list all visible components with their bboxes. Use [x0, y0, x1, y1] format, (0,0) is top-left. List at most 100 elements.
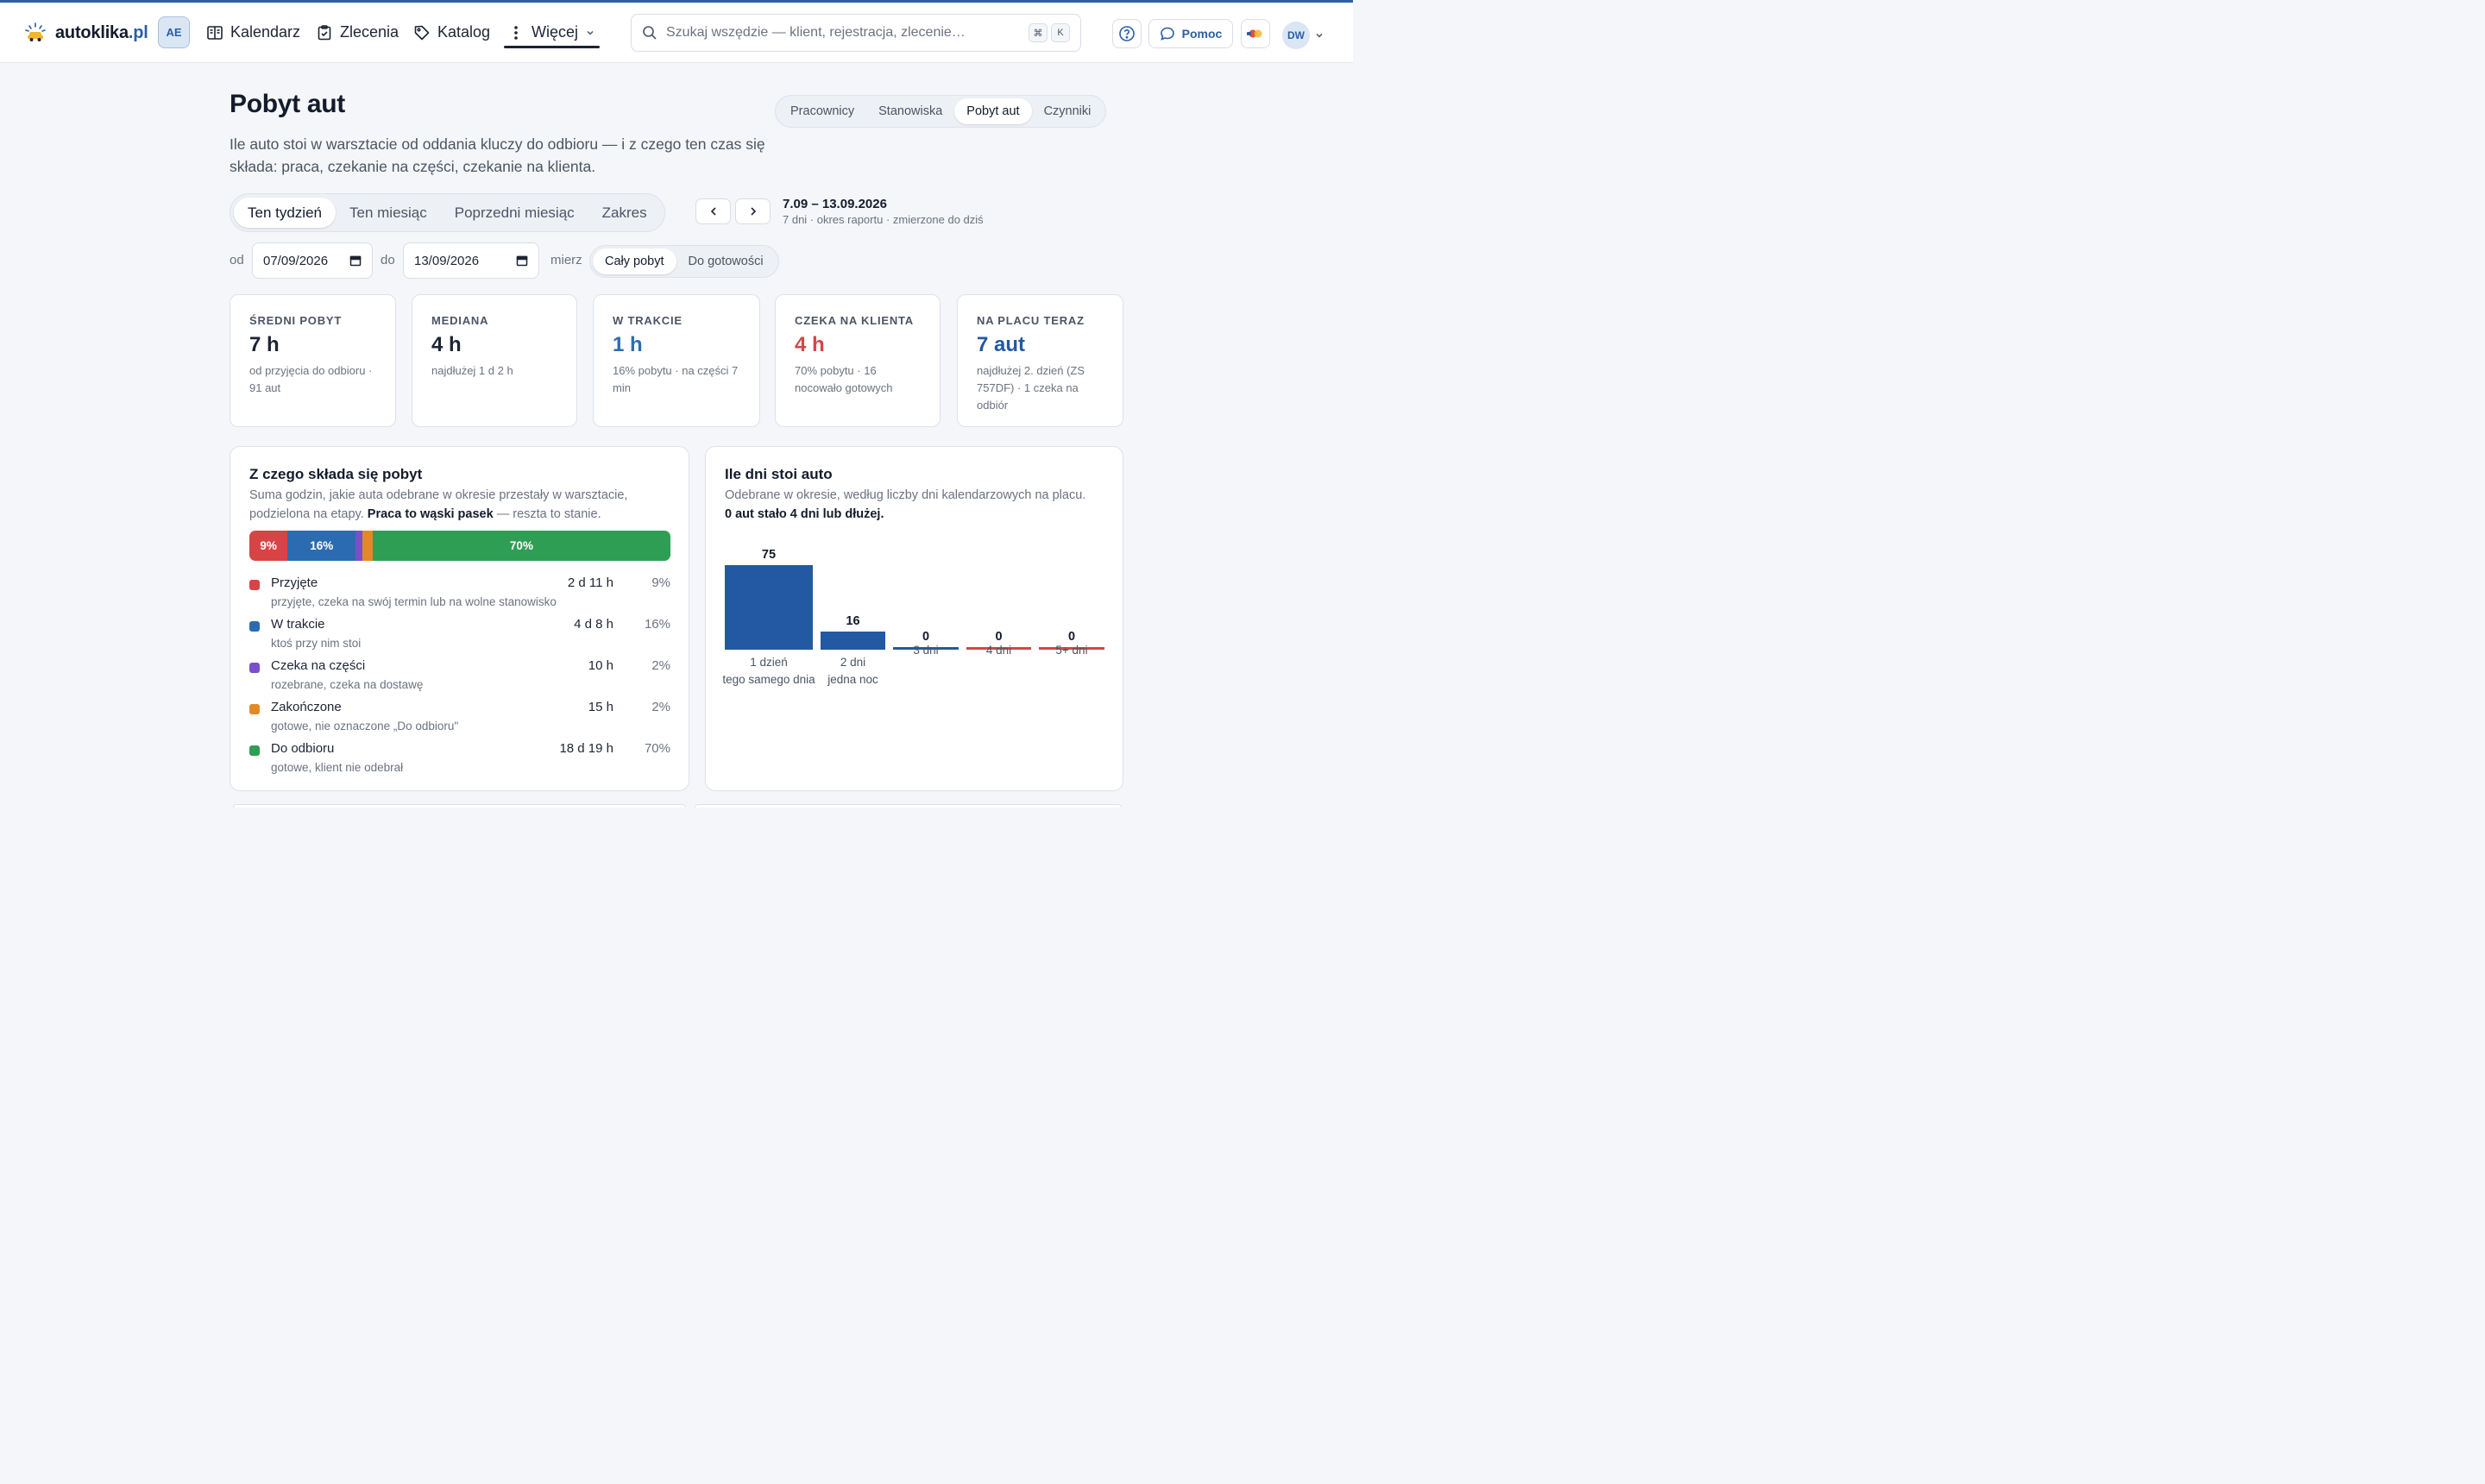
- help-button[interactable]: Pomoc: [1148, 19, 1233, 48]
- kpi-value: 1 h: [613, 333, 643, 356]
- user-avatar[interactable]: DW: [1282, 22, 1310, 49]
- chat-bubble-icon: [1160, 27, 1174, 41]
- stage-duration: 15 h: [588, 700, 613, 714]
- stage-description: gotowe, klient nie odebrał: [271, 761, 404, 774]
- shortcut-modifier-key: ⌘: [1029, 23, 1047, 42]
- stage-duration: 18 d 19 h: [559, 741, 613, 756]
- stage-name: W trakcie: [271, 617, 325, 632]
- nav-orders[interactable]: Zlecenia: [316, 23, 399, 41]
- stage-percent: 2%: [651, 700, 670, 714]
- bar-value-label: 0: [1067, 630, 1076, 644]
- workspace-badge[interactable]: AE: [158, 16, 190, 48]
- nav-catalog[interactable]: Katalog: [413, 23, 490, 41]
- period-option-2[interactable]: Poprzedni miesiąc: [454, 204, 575, 221]
- page-description: Ile auto stoi w warsztacie od oddania kl…: [230, 135, 765, 175]
- report-tab-1[interactable]: Stanowiska: [878, 104, 943, 118]
- measure-option-0[interactable]: Cały pobyt: [593, 248, 676, 274]
- kpi-label: CZEKA NA KLIENTA: [795, 314, 914, 327]
- stage-description: przyjęte, czeka na swój termin lub na wo…: [271, 595, 557, 608]
- period-option-0[interactable]: Ten tydzień: [234, 198, 336, 228]
- measure-option-1[interactable]: Do gotowości: [688, 255, 764, 268]
- clipboard-check-icon: [318, 24, 331, 40]
- search-icon: [643, 26, 657, 40]
- nav-orders-label: Zlecenia: [340, 23, 399, 41]
- report-tab-0[interactable]: Pracownicy: [790, 104, 855, 118]
- stage-percent: 9%: [651, 575, 670, 590]
- user-menu-chevron-icon[interactable]: [1314, 30, 1324, 41]
- to-date-value: 13/09/2026: [414, 253, 480, 268]
- bar-value-label: 0: [995, 630, 1003, 644]
- stage-color-dot: [249, 745, 260, 756]
- nav-more-label: Więcej: [532, 23, 579, 41]
- from-label: od: [230, 253, 244, 267]
- bar-category-sub: jedna noc: [827, 673, 878, 686]
- bar-value-label: 16: [846, 614, 860, 629]
- kpi-value: 7 aut: [977, 333, 1026, 356]
- calendar-icon: [349, 255, 362, 267]
- stage-duration: 4 d 8 h: [574, 617, 613, 632]
- chevron-right-icon: [750, 207, 756, 216]
- from-date-input[interactable]: 07/09/2026: [252, 242, 373, 279]
- measure-selector: Cały pobyt Do gotowości: [589, 245, 779, 278]
- logo[interactable]: autoklika.pl: [24, 22, 148, 44]
- nav-calendar-label: Kalendarz: [230, 23, 301, 41]
- stage-percent: 16%: [644, 617, 670, 632]
- stage-bar-segment: [355, 531, 363, 561]
- stay-breakdown-card: Z czego składa się pobyt Suma godzin, ja…: [230, 446, 689, 791]
- kpi-card: W TRAKCIE 1 h 16% pobytu · na części 7 min: [593, 294, 760, 427]
- stage-legend-row: W trakcie ktoś przy nim stoi 4 d 8 h 16%: [249, 615, 670, 653]
- stage-bar-segment: 16%: [287, 531, 356, 561]
- help-label: Pomoc: [1181, 27, 1223, 41]
- bar: [966, 647, 1031, 650]
- bar-value-label: 0: [922, 630, 930, 644]
- kpi-label: W TRAKCIE: [613, 314, 683, 327]
- calendar-book-icon: [207, 25, 223, 40]
- days-description: Odebrane w okresie, według liczby dni ka…: [725, 488, 1086, 521]
- bar-category-label: 1 dzień: [750, 656, 788, 669]
- measure-label: mierz: [550, 253, 582, 267]
- stage-legend-row: Do odbioru gotowe, klient nie odebrał 18 d…: [249, 739, 670, 777]
- stage-bar-segment: [362, 531, 373, 561]
- nav-calendar[interactable]: Kalendarz: [206, 23, 300, 41]
- help-circle-button[interactable]: [1112, 19, 1142, 48]
- global-search[interactable]: Szukaj wszędzie — klient, rejestracja, z…: [631, 14, 1081, 52]
- kpi-label: NA PLACU TERAZ: [977, 314, 1085, 327]
- kpi-card: NA PLACU TERAZ 7 aut najdłużej 2. dzień (Z…: [957, 294, 1123, 427]
- period-option-1[interactable]: Ten miesiąc: [349, 204, 427, 221]
- to-date-input[interactable]: 13/09/2026: [403, 242, 539, 279]
- top-navigation-bar: autoklika.pl AE Kalendarz Zlecenia Katal…: [0, 3, 1353, 63]
- period-option-3[interactable]: Zakres: [601, 204, 647, 221]
- kpi-card: CZEKA NA KLIENTA 4 h 70% pobytu · 16 nocow…: [775, 294, 941, 427]
- stage-color-dot: [249, 621, 260, 632]
- stage-name: Zakończone: [271, 700, 342, 714]
- stage-percent: 70%: [644, 741, 670, 756]
- report-tab-2[interactable]: Pobyt aut: [954, 98, 1032, 124]
- car-logo-icon: [25, 22, 46, 41]
- period-range-sub: 7 dni · okres raportu · zmierzone do dzi…: [783, 213, 984, 226]
- previous-period-button[interactable]: [695, 198, 731, 224]
- stage-name: Do odbioru: [271, 741, 335, 756]
- kpi-label: ŚREDNI POBYT: [249, 314, 343, 327]
- search-input[interactable]: Szukaj wszędzie — klient, rejestracja, z…: [666, 25, 966, 40]
- kpi-value: 7 h: [249, 333, 280, 356]
- nav-more[interactable]: Więcej: [507, 23, 595, 41]
- payment-card-button[interactable]: [1241, 19, 1270, 48]
- next-period-button[interactable]: [735, 198, 771, 224]
- period-range-info: 7.09 – 13.09.2026 7 dni · okres raportu …: [783, 197, 984, 226]
- bar: [893, 647, 959, 650]
- bar-value-label: 75: [761, 548, 777, 562]
- report-tab-3[interactable]: Czynniki: [1043, 104, 1092, 118]
- from-date-value: 07/09/2026: [263, 253, 329, 268]
- chevron-down-icon: [587, 30, 594, 35]
- bar: [725, 565, 813, 650]
- kpi-card: ŚREDNI POBYT 7 h od przyjęcia do odbioru ·…: [230, 294, 396, 427]
- active-nav-underline: [504, 46, 600, 48]
- top-accent-stripe: [0, 0, 1353, 3]
- shortcut-k-key: K: [1051, 23, 1070, 42]
- vertical-dots-icon: [514, 25, 518, 40]
- period-range-label: 7.09 – 13.09.2026: [783, 197, 887, 211]
- stage-legend-row: Czeka na części rozebrane, czeka na dosta…: [249, 657, 670, 695]
- stage-duration: 2 d 11 h: [567, 575, 613, 590]
- payment-card-icon: [1247, 29, 1262, 38]
- stage-percent: 2%: [651, 658, 670, 673]
